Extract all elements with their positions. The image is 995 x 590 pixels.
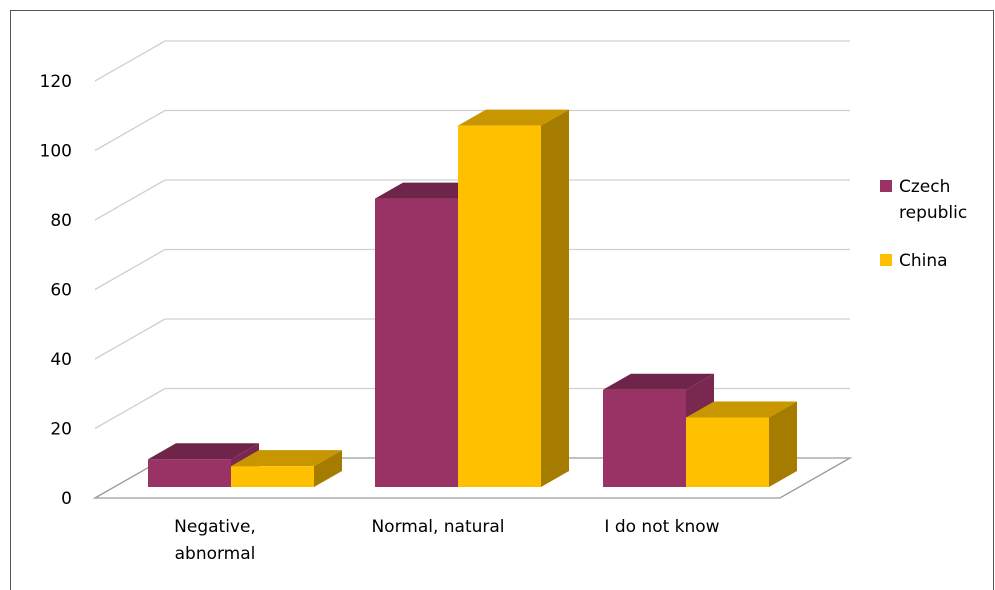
bar-top — [458, 109, 569, 126]
y-tick-label: 60 — [50, 281, 72, 301]
y-tick-label: 120 — [40, 72, 72, 92]
gridline-depth — [94, 40, 166, 82]
legend-swatch — [880, 180, 892, 192]
bar — [231, 466, 314, 487]
legend-label: China — [899, 251, 948, 271]
legend-label: Czech republic — [899, 177, 967, 223]
bar-chart: 0 20 40 60 80 100 120 Negative, abnormal Normal, … — [40, 40, 967, 564]
bar-top — [686, 401, 797, 418]
bar — [603, 389, 686, 487]
bar — [686, 417, 769, 487]
y-tick-label: 40 — [50, 350, 72, 370]
floor-outline — [92, 457, 853, 499]
gridline-depth — [94, 387, 166, 430]
legend-swatch — [880, 254, 892, 266]
y-tick-label: 80 — [50, 211, 72, 231]
bar-side — [541, 109, 569, 487]
x-tick-label: Normal, natural — [371, 517, 504, 537]
gridline-depth — [94, 318, 166, 360]
gridline-depth — [94, 179, 166, 221]
y-tick-label: 20 — [50, 420, 72, 440]
y-tick-label: 100 — [40, 142, 72, 162]
x-tick-label: Negative, abnormal — [174, 517, 256, 564]
chart-frame — [10, 10, 994, 590]
gridline-depth — [94, 109, 166, 152]
gridline-depth — [94, 248, 166, 291]
bar-top — [231, 450, 342, 467]
bar-side — [314, 450, 342, 487]
bar-side — [769, 401, 797, 487]
bar — [148, 459, 231, 487]
x-tick-label: I do not know — [604, 517, 719, 537]
bar-top — [603, 373, 714, 390]
bar-top — [148, 443, 259, 460]
bar — [375, 198, 458, 487]
y-tick-label: 0 — [61, 489, 72, 509]
bar — [458, 125, 541, 487]
